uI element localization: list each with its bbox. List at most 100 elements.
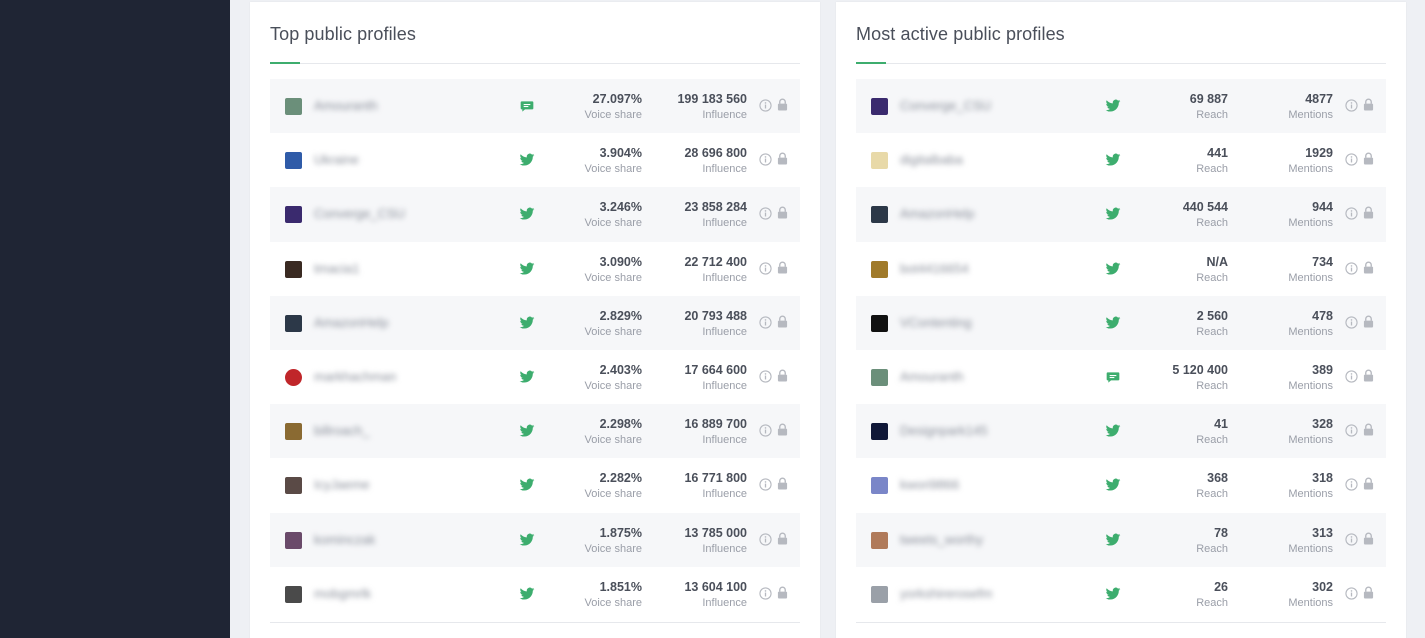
profile-row[interactable]: Converge_CSU 3.246% Voice share 23 858 284 I… [270,187,800,242]
profile-row[interactable]: kominczak 1.875% Voice share 13 785 000 Infl… [270,512,800,567]
lock-icon[interactable] [1363,152,1374,165]
info-icon[interactable] [1345,153,1358,166]
info-icon[interactable] [759,478,772,491]
profile-row[interactable]: yorkshirerosefm 26 Reach 302 Mentions [856,567,1386,621]
profile-row[interactable]: IcyJaeme 2.282% Voice share 16 771 800 Influ… [270,458,800,512]
profile-name[interactable]: Designpark145 [900,423,988,439]
lock-icon[interactable] [1363,369,1374,382]
profile-row[interactable]: billroach_ 2.298% Voice share 16 889 700 Inf… [270,404,800,459]
profile-avatar[interactable] [871,314,888,332]
lock-icon[interactable] [1363,586,1374,599]
profile-name[interactable]: yorkshirerosefm [900,585,993,601]
profile-avatar[interactable] [871,260,888,278]
profile-name[interactable]: AmazonHelp [900,206,975,222]
lock-icon[interactable] [777,315,788,328]
info-icon[interactable] [1345,532,1358,546]
lock-icon[interactable] [777,369,788,382]
profile-name[interactable]: AmazonHelp [314,314,389,330]
info-icon[interactable] [759,153,772,166]
lock-icon[interactable] [777,152,788,165]
profile-row[interactable]: markhachman 2.403% Voice share 17 664 600 In… [270,350,800,404]
info-icon[interactable] [1345,478,1358,491]
info-icon[interactable] [759,316,772,329]
profile-avatar[interactable] [285,531,302,549]
profile-row[interactable]: AmazonHelp 2.829% Voice share 20 793 488 Inf… [270,295,800,350]
profile-row[interactable]: VContenting 2 560 Reach 478 Mentions [856,295,1386,350]
info-icon[interactable] [1345,261,1358,275]
lock-icon[interactable] [1363,98,1374,111]
lock-icon[interactable] [777,206,788,219]
info-icon[interactable] [759,370,772,383]
profile-row[interactable]: tmacia1 3.090% Voice share 22 712 400 Influe… [270,242,800,296]
profile-name[interactable]: bot4416654 [900,260,969,276]
profile-name[interactable]: digitalbaba [900,152,963,168]
profile-name[interactable]: mobgmrlk [314,585,372,601]
profile-name[interactable]: Ukraine [314,152,359,168]
info-icon[interactable] [759,207,772,221]
profile-name[interactable]: kwori9866 [900,477,960,493]
profile-name[interactable]: markhachman [314,368,397,384]
profile-avatar[interactable] [871,423,888,441]
profile-avatar[interactable] [871,206,888,224]
info-icon[interactable] [759,261,772,275]
lock-icon[interactable] [777,98,788,111]
profile-avatar[interactable] [871,368,888,386]
profile-row[interactable]: Amouranth 5 120 400 Reach 389 Mentions [856,350,1386,404]
profile-name[interactable]: tweets_worthy [900,531,984,547]
profile-avatar[interactable] [285,260,302,278]
profile-avatar[interactable] [285,152,302,170]
profile-avatar[interactable] [871,477,888,495]
profile-name[interactable]: VContenting [900,314,972,330]
lock-icon[interactable] [1363,261,1374,274]
profile-name[interactable]: Amouranth [314,98,378,113]
profile-row[interactable]: kwori9866 368 Reach 318 Mentions [856,458,1386,512]
info-icon[interactable] [1345,424,1358,437]
profile-name[interactable]: Converge_CSU [314,206,406,222]
profile-avatar[interactable] [871,531,888,549]
info-icon[interactable] [759,587,772,600]
profile-row[interactable]: digitalbaba 441 Reach 1929 Mentions [856,133,1386,187]
info-icon[interactable] [1345,370,1358,383]
lock-icon[interactable] [777,586,788,599]
profile-avatar[interactable] [285,423,302,441]
lock-icon[interactable] [1363,477,1374,490]
profile-avatar[interactable] [871,98,888,115]
profile-row[interactable]: Designpark145 41 Reach 328 Mentions [856,404,1386,459]
profile-avatar[interactable] [871,585,888,603]
lock-icon[interactable] [777,532,788,545]
lock-icon[interactable] [1363,315,1374,328]
profile-row[interactable]: Ukraine 3.904% Voice share 28 696 800 Influe… [270,133,800,187]
profile-row[interactable]: tweets_worthy 78 Reach 313 Mentions [856,512,1386,567]
lock-icon[interactable] [777,261,788,274]
profile-avatar[interactable] [285,477,302,495]
info-icon[interactable] [759,99,772,112]
profile-name[interactable]: Converge_CSU [900,98,992,113]
profile-name[interactable]: kominczak [314,531,376,547]
info-icon[interactable] [1345,99,1358,112]
info-icon[interactable] [1345,207,1358,221]
lock-icon[interactable] [777,423,788,436]
profile-avatar[interactable] [285,585,302,603]
profile-row[interactable]: bot4416654 N/A Reach 734 Mentions [856,242,1386,296]
profile-row[interactable]: mobgmrlk 1.851% Voice share 13 604 100 Influ… [270,567,800,621]
info-icon[interactable] [759,532,772,546]
lock-icon[interactable] [1363,532,1374,545]
profile-avatar[interactable] [871,152,888,170]
profile-row[interactable]: Converge_CSU 69 887 Reach 4877 Mentions [856,79,1386,134]
profile-name[interactable]: Amouranth [900,368,964,384]
profile-avatar[interactable] [285,314,302,332]
profile-row[interactable]: AmazonHelp 440 544 Reach 944 Mentions [856,187,1386,242]
lock-icon[interactable] [1363,206,1374,219]
lock-icon[interactable] [777,477,788,490]
info-icon[interactable] [1345,587,1358,600]
profile-avatar[interactable] [285,98,302,115]
profile-name[interactable]: IcyJaeme [314,477,370,493]
profile-row[interactable]: Amouranth 27.097% Voice share 199 183 560 In… [270,79,800,134]
profile-avatar[interactable] [285,368,302,386]
profile-avatar[interactable] [285,206,302,224]
lock-icon[interactable] [1363,423,1374,436]
info-icon[interactable] [1345,316,1358,329]
profile-name[interactable]: billroach_ [314,423,370,439]
profile-name[interactable]: tmacia1 [314,260,360,276]
info-icon[interactable] [759,424,772,437]
